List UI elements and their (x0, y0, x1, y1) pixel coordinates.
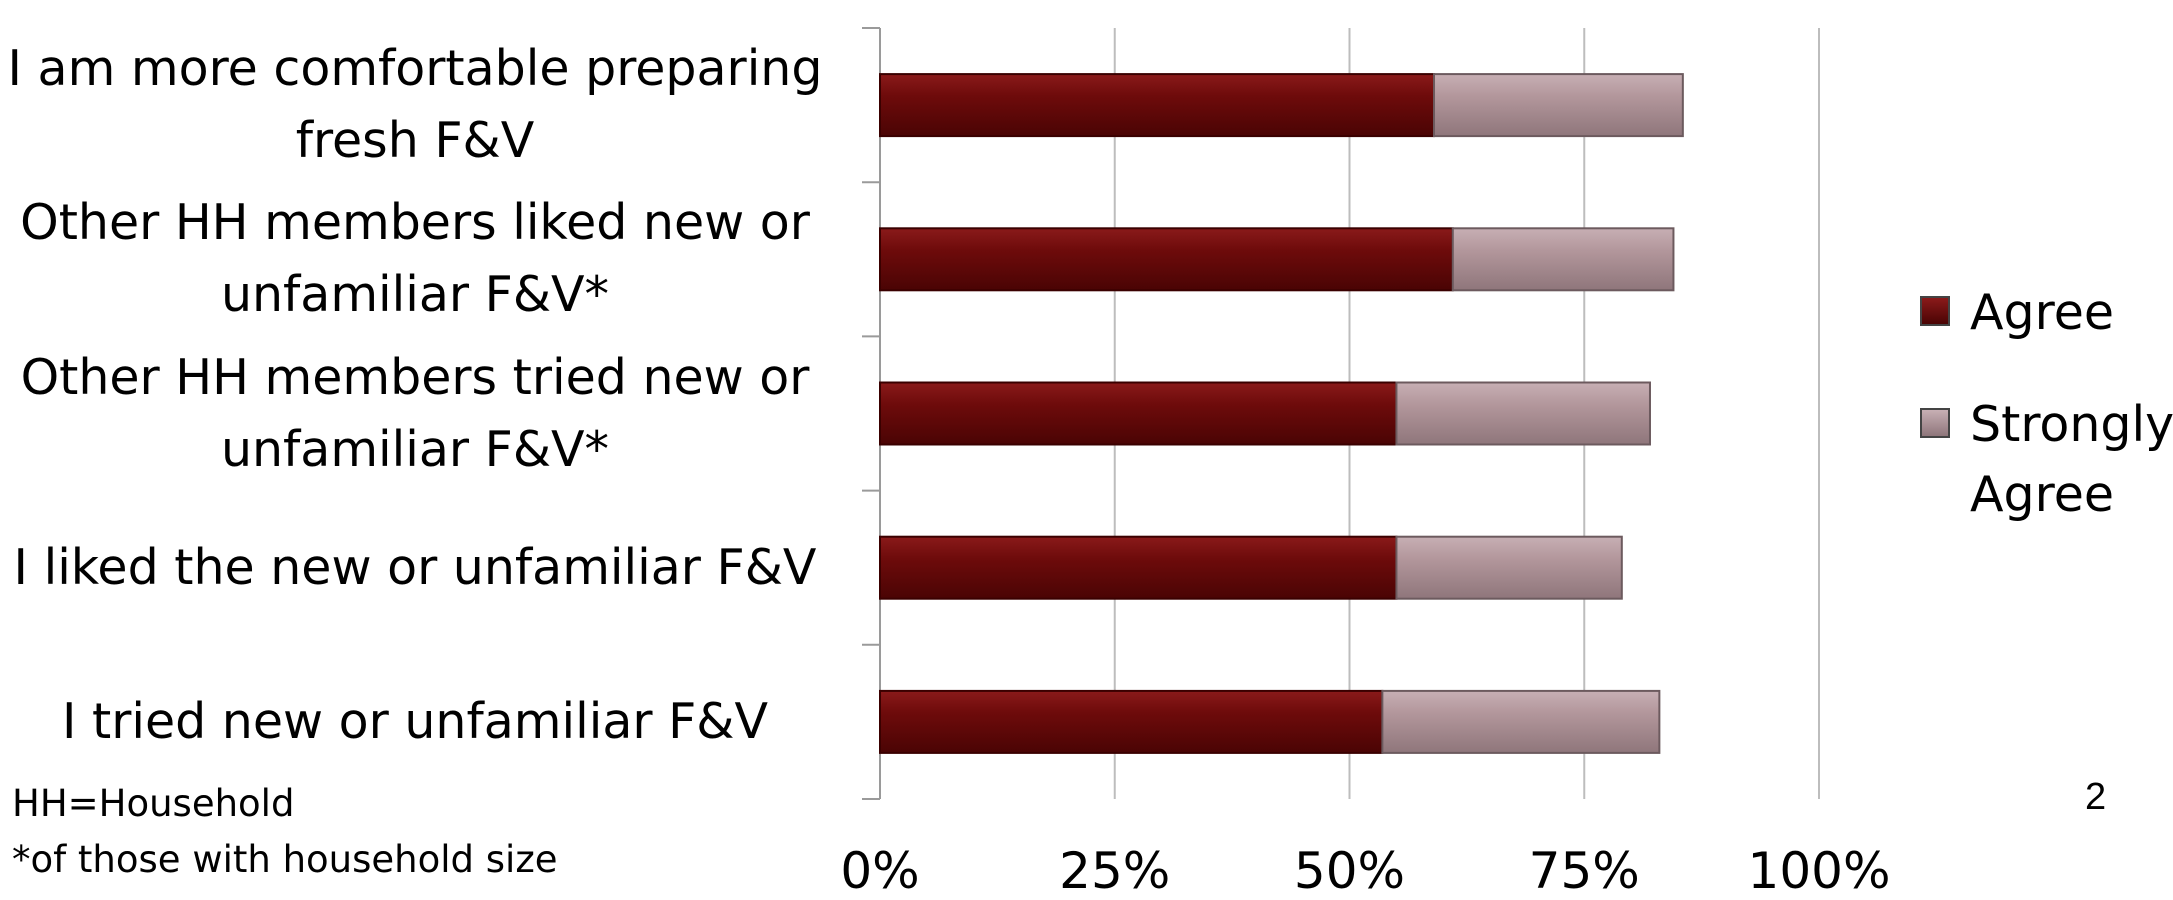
legend-swatch-strongly-agree (1920, 408, 1950, 438)
bar-agree-0 (879, 73, 1436, 138)
bar-agree-1 (879, 227, 1454, 292)
page-number: 2 (2085, 776, 2107, 818)
legend-swatch-agree (1920, 296, 1950, 326)
x-tick-label: 25% (1059, 842, 1171, 900)
bar-agree-2 (879, 381, 1398, 446)
category-label: I liked the new or unfamiliar F&V (13, 538, 817, 596)
bar-strongly-agree-2 (1395, 381, 1651, 446)
x-tick-label: 50% (1293, 842, 1406, 900)
x-tick-label: 100% (1747, 842, 1891, 900)
category-label: Other HH members liked new or unfamiliar… (20, 194, 810, 324)
bars (879, 73, 1684, 754)
legend-item-strongly-agree: Strongly Agree (1920, 390, 2173, 530)
footnote-household-size: *of those with household size (12, 838, 558, 881)
x-tick-label: 75% (1528, 842, 1640, 900)
legend-label-strongly-agree: Strongly Agree (1970, 396, 2173, 523)
footnote-household: HH=Household (12, 782, 295, 825)
bar-strongly-agree-0 (1433, 73, 1684, 138)
x-tick-label: 0% (840, 842, 920, 900)
legend: Agree Strongly Agree (1920, 278, 2173, 572)
bar-strongly-agree-3 (1395, 535, 1623, 600)
legend-label-agree: Agree (1970, 284, 2114, 341)
bar-strongly-agree-4 (1381, 689, 1661, 754)
bar-agree-4 (879, 689, 1384, 754)
bar-strongly-agree-1 (1451, 227, 1675, 292)
category-label: Other HH members tried new or unfamiliar… (20, 348, 810, 478)
category-label: I am more comfortable preparing fresh F&… (7, 40, 823, 170)
legend-item-agree: Agree (1920, 278, 2173, 348)
bar-agree-3 (879, 535, 1398, 600)
category-label: I tried new or unfamiliar F&V (61, 692, 768, 750)
y-axis (862, 27, 881, 800)
